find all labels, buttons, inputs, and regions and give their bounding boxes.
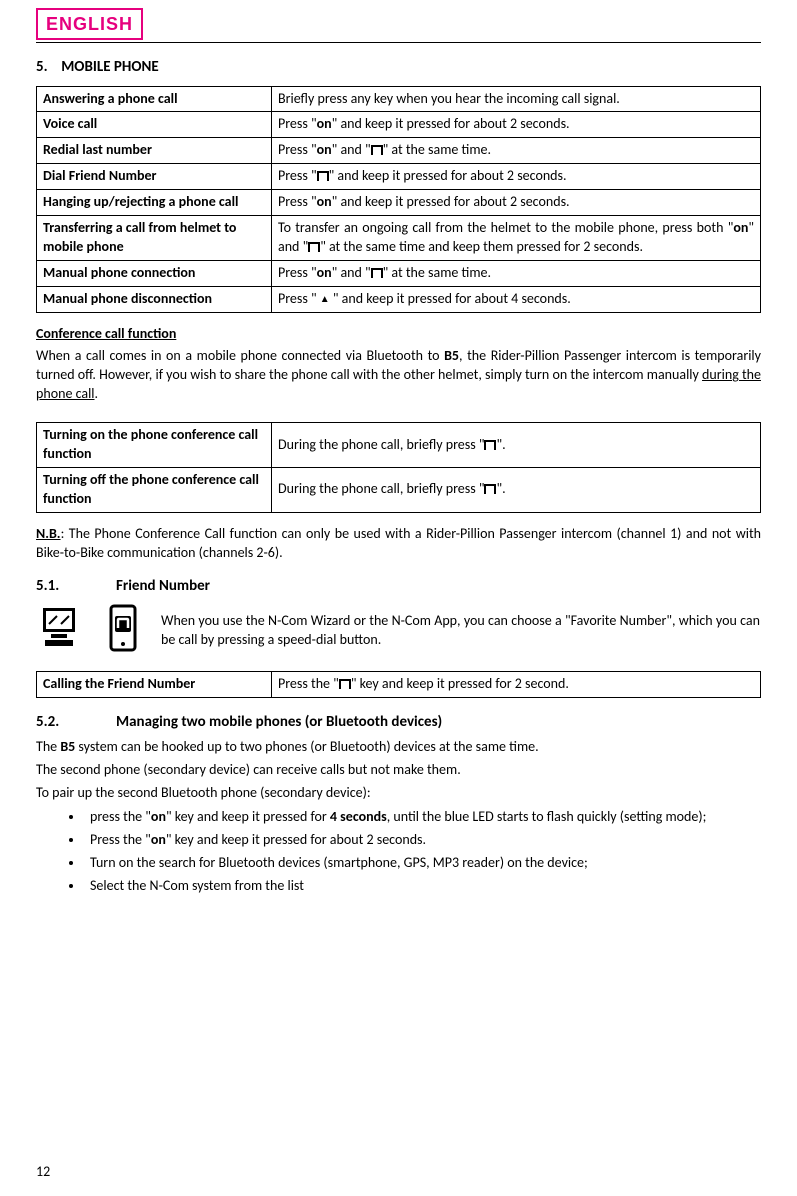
n-icon [308, 242, 320, 252]
row-desc: During the phone call, briefly press "". [272, 423, 761, 468]
conference-table: Turning on the phone conference call fun… [36, 422, 761, 513]
conference-heading: Conference call function [36, 325, 761, 344]
n-icon [339, 679, 351, 689]
language-badge: ENGLISH [36, 8, 143, 40]
row-desc: Press "" and keep it pressed for about 2… [272, 164, 761, 190]
p52c: To pair up the second Bluetooth phone (s… [36, 784, 761, 803]
phone-actions-table: Answering a phone callBriefly press any … [36, 86, 761, 313]
pairing-steps: press the "on" key and keep it pressed f… [36, 808, 761, 896]
table-row: Manual phone disconnectionPress " ▲ " an… [37, 286, 761, 312]
section-title: MOBILE PHONE [61, 58, 159, 76]
table-row: Dial Friend NumberPress "" and keep it p… [37, 164, 761, 190]
row-desc: Press "on" and keep it pressed for about… [272, 190, 761, 216]
row-desc: Press "on" and "" at the same time. [272, 260, 761, 286]
row-desc: Briefly press any key when you hear the … [272, 86, 761, 112]
row-desc: Press "on" and "" at the same time. [272, 138, 761, 164]
row-desc: Press "on" and keep it pressed for about… [272, 112, 761, 138]
row-label: Manual phone disconnection [37, 286, 272, 312]
subsection-51: 5.1.Friend Number [36, 576, 761, 596]
wizard-icon [37, 604, 85, 658]
row-desc: During the phone call, briefly press "". [272, 467, 761, 512]
row-label: Calling the Friend Number [37, 671, 272, 697]
friend-info-row: When you use the N-Com Wizard or the N-C… [36, 603, 761, 659]
row-label: Manual phone connection [37, 260, 272, 286]
table-row: Redial last numberPress "on" and "" at t… [37, 138, 761, 164]
app-icon [99, 604, 147, 658]
friend-info-text: When you use the N-Com Wizard or the N-C… [161, 612, 760, 650]
row-label: Transferring a call from helmet to mobil… [37, 216, 272, 261]
n-icon [371, 145, 383, 155]
list-item: Turn on the search for Bluetooth devices… [84, 854, 761, 873]
up-icon: ▲ [320, 292, 330, 305]
table-row: Turning on the phone conference call fun… [37, 423, 761, 468]
row-desc: To transfer an ongoing call from the hel… [272, 216, 761, 261]
n-icon [484, 484, 496, 494]
table-row: Answering a phone callBriefly press any … [37, 86, 761, 112]
p52a: The B5 system can be hooked up to two ph… [36, 738, 761, 757]
row-label: Answering a phone call [37, 86, 272, 112]
table-row: Turning off the phone conference call fu… [37, 467, 761, 512]
n-icon [484, 440, 496, 450]
row-label: Voice call [37, 112, 272, 138]
table-row: Voice callPress "on" and keep it pressed… [37, 112, 761, 138]
row-label: Turning off the phone conference call fu… [37, 467, 272, 512]
page-number: 12 [36, 1163, 50, 1182]
list-item: press the "on" key and keep it pressed f… [84, 808, 761, 827]
table-row: Calling the Friend NumberPress the "" ke… [37, 671, 761, 697]
row-desc: Press the "" key and keep it pressed for… [272, 671, 761, 697]
row-label: Dial Friend Number [37, 164, 272, 190]
row-label: Hanging up/rejecting a phone call [37, 190, 272, 216]
nb-paragraph: N.B.: The Phone Conference Call function… [36, 525, 761, 563]
p52b: The second phone (secondary device) can … [36, 761, 761, 780]
table-row: Hanging up/rejecting a phone callPress "… [37, 190, 761, 216]
row-label: Redial last number [37, 138, 272, 164]
section-heading: 5. MOBILE PHONE [36, 57, 761, 77]
section-number: 5. [36, 58, 48, 76]
n-icon [317, 171, 329, 181]
page-header: ENGLISH [36, 8, 761, 43]
subsection-52: 5.2.Managing two mobile phones (or Bluet… [36, 712, 761, 732]
row-desc: Press " ▲ " and keep it pressed for abou… [272, 286, 761, 312]
friend-call-table: Calling the Friend NumberPress the "" ke… [36, 671, 761, 698]
table-row: Manual phone connectionPress "on" and ""… [37, 260, 761, 286]
row-label: Turning on the phone conference call fun… [37, 423, 272, 468]
list-item: Select the N-Com system from the list [84, 877, 761, 896]
conference-body: When a call comes in on a mobile phone c… [36, 347, 761, 404]
table-row: Transferring a call from helmet to mobil… [37, 216, 761, 261]
list-item: Press the "on" key and keep it pressed f… [84, 831, 761, 850]
n-icon [371, 268, 383, 278]
